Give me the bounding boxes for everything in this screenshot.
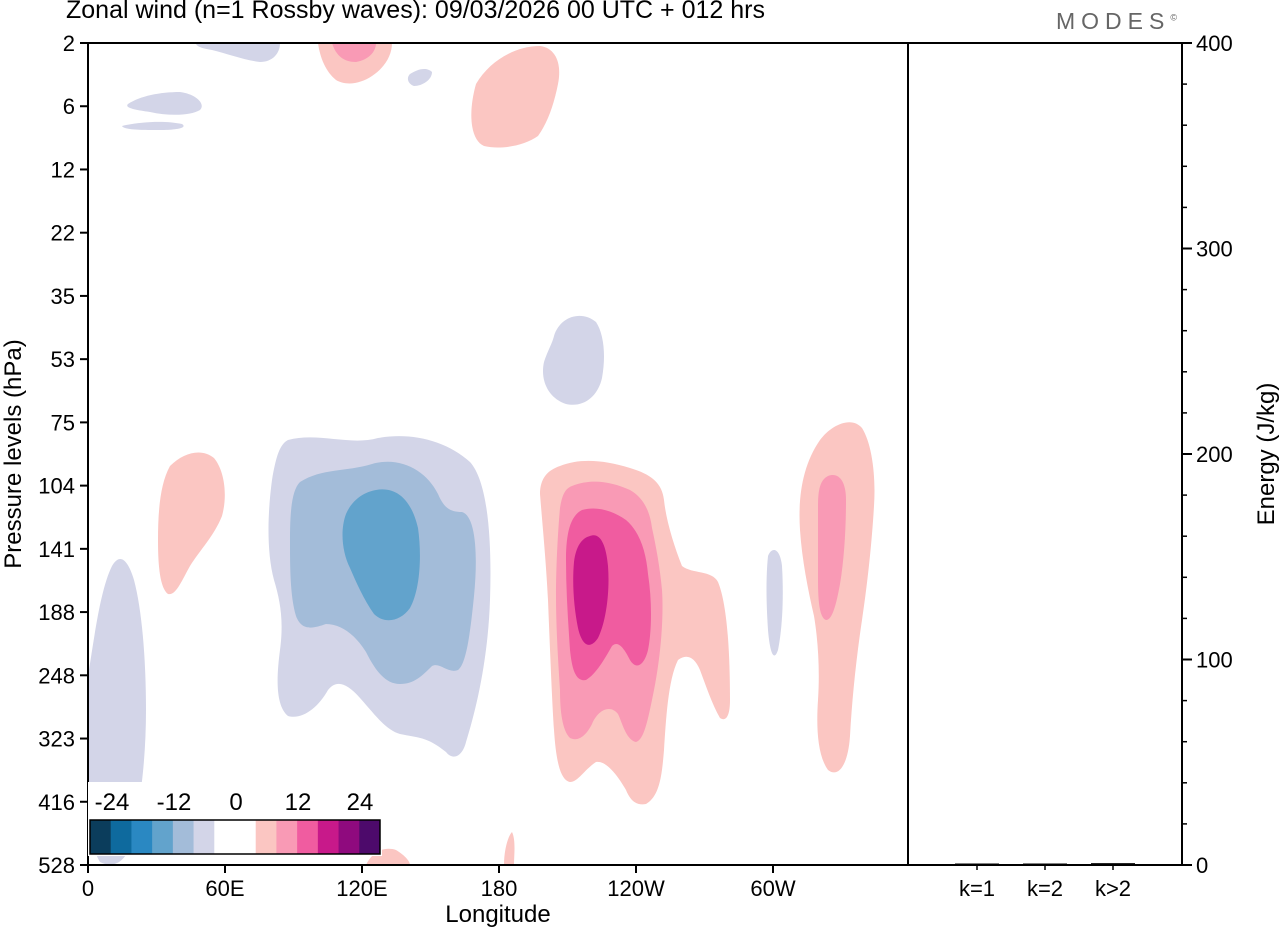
energy-bars: k=1 k=2 k>2 [955, 863, 1135, 901]
y-tick-label: 528 [38, 853, 75, 878]
y-axis: 2 6 12 22 35 53 75 104 141 188 248 323 416 528 [38, 31, 88, 878]
energy-tick-label: 100 [1196, 648, 1233, 673]
energy-plot-frame [907, 42, 1183, 866]
x-tick-label: 180 [481, 876, 518, 901]
colorbar-swatch [338, 820, 360, 854]
energy-bar [1091, 863, 1135, 865]
colorbar-swatch [276, 820, 298, 854]
colorbar-swatch [317, 820, 340, 854]
y-tick-label: 141 [38, 537, 75, 562]
colorbar-swatch [193, 820, 215, 854]
y-tick-label: 22 [51, 221, 75, 246]
energy-axis-label: Energy (J/kg) [1253, 383, 1280, 526]
energy-tick-label: 300 [1196, 237, 1233, 262]
contour-pos-180-strat-l1 [471, 46, 560, 148]
energy-category-label: k=2 [1027, 876, 1063, 901]
colorbar: -24 -12 0 12 24 [88, 782, 382, 856]
colorbar-swatch [90, 820, 112, 854]
colorbar-label: 24 [347, 789, 374, 816]
contour-neg-30E-strat-l1 [127, 92, 202, 115]
contour-pos-130E-strat-l1 [318, 43, 392, 84]
colorbar-frame [89, 819, 381, 855]
y-tick-label: 12 [51, 157, 75, 182]
main-plot-frame [87, 42, 909, 866]
colorbar-swatch [235, 820, 257, 854]
modes-logo: MODES© [1056, 8, 1177, 35]
x-tick-label: 60W [750, 876, 795, 901]
x-tick-label: 0 [82, 876, 94, 901]
contour-pos-130E-strat-l2 [332, 43, 376, 62]
colorbar-label: -12 [157, 789, 192, 816]
colorbar-swatch [172, 820, 195, 854]
y-tick-label: 416 [38, 790, 75, 815]
colorbar-label: 12 [285, 789, 312, 816]
y-tick-label: 248 [38, 663, 75, 688]
contour-pos-30E-l1 [158, 452, 225, 595]
energy-category-label: k>2 [1095, 876, 1131, 901]
y-tick-label: 53 [51, 347, 75, 372]
x-axis-label: Longitude [445, 901, 550, 928]
y-tick-label: 75 [51, 410, 75, 435]
contour-neg-90E-strat-l1 [196, 43, 280, 62]
y-axis-label: Pressure levels (hPa) [0, 339, 27, 568]
colorbar-swatch [359, 820, 381, 854]
logo-text: MODES [1056, 8, 1171, 34]
y-tick-label: 188 [38, 600, 75, 625]
x-tick-label: 120E [336, 876, 387, 901]
colorbar-label: 0 [229, 789, 242, 816]
energy-tick-label: 0 [1196, 853, 1208, 878]
energy-tick-label: 400 [1196, 31, 1233, 56]
contour-neg-160W-upper-l1 [542, 315, 604, 405]
colorbar-swatch [255, 820, 277, 854]
colorbar-label: -24 [95, 789, 130, 816]
energy-bar [1023, 863, 1067, 865]
logo-mark: © [1170, 12, 1177, 23]
colorbar-swatch [131, 820, 153, 854]
energy-tick-label: 200 [1196, 442, 1233, 467]
energy-axis: 0 100 200 300 400 [1182, 31, 1233, 878]
y-tick-label: 35 [51, 284, 75, 309]
colorbar-swatch [214, 820, 236, 854]
chart-title: Zonal wind (n=1 Rossby waves): 09/03/202… [66, 0, 765, 24]
y-tick-label: 104 [38, 474, 75, 499]
colorbar-swatch [297, 820, 319, 854]
contour-neg-70W-l1 [766, 550, 783, 656]
contour-neg-120E-l3 [342, 489, 420, 621]
x-axis: 0 60E 120E 180 120W 60W [82, 865, 796, 901]
x-tick-label: 120W [607, 876, 665, 901]
y-tick-label: 6 [63, 94, 75, 119]
energy-category-label: k=1 [959, 876, 995, 901]
x-tick-label: 60E [205, 876, 244, 901]
contour-pos-150W-l4 [573, 535, 609, 645]
colorbar-swatch [110, 820, 132, 854]
contour-pos-180-bottom-l1 [504, 832, 515, 865]
contour-neg-30E-strat-l2 [122, 121, 184, 130]
contour-neg-150E-strat-l1 [407, 68, 432, 86]
y-tick-label: 323 [38, 727, 75, 752]
energy-bar [955, 863, 999, 865]
colorbar-swatch [152, 820, 174, 854]
contour-pos-40W-l2 [818, 475, 846, 620]
y-tick-label: 2 [63, 31, 75, 56]
contour-field [88, 43, 875, 865]
